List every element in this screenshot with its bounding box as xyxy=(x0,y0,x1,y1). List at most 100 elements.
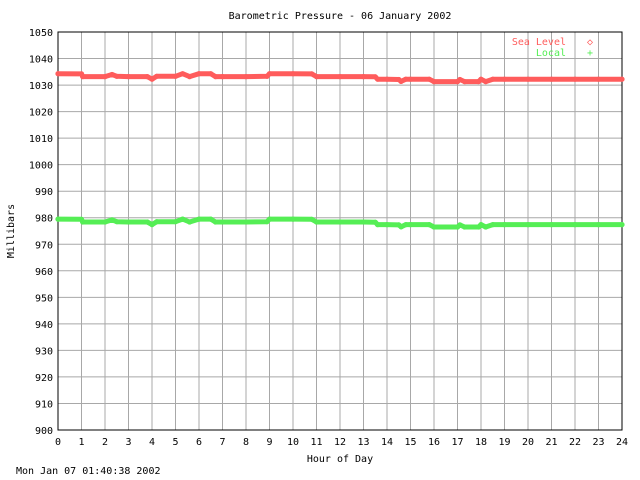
data-point xyxy=(462,224,468,230)
data-point xyxy=(172,219,179,225)
y-tick-label: 960 xyxy=(35,267,53,278)
x-tick-label: 24 xyxy=(616,437,628,448)
data-point xyxy=(595,222,602,228)
data-point xyxy=(149,76,155,82)
data-point xyxy=(102,219,108,225)
series-layer xyxy=(55,71,625,230)
data-point xyxy=(375,76,381,82)
y-tick-label: 1000 xyxy=(29,161,53,172)
plot-frame xyxy=(57,31,623,431)
y-tick-label: 910 xyxy=(35,399,53,410)
y-tick-label: 940 xyxy=(35,320,53,331)
x-tick-label: 6 xyxy=(196,437,202,448)
data-point xyxy=(375,222,381,228)
data-point xyxy=(109,217,115,223)
data-point xyxy=(125,74,132,80)
data-point xyxy=(196,216,202,222)
x-tick-label: 17 xyxy=(451,437,463,448)
data-point xyxy=(384,76,390,82)
data-point xyxy=(403,222,409,228)
data-point xyxy=(187,74,193,80)
chart-title: Barometric Pressure - 06 January 2002 xyxy=(229,11,452,22)
data-point xyxy=(212,74,219,80)
data-point xyxy=(457,76,463,83)
x-tick-label: 21 xyxy=(545,437,557,448)
legend-marker: + xyxy=(587,48,593,59)
data-point xyxy=(384,222,390,228)
data-point xyxy=(154,219,160,225)
x-tick-label: 7 xyxy=(219,437,225,448)
x-tick-label: 10 xyxy=(287,437,299,448)
y-tick-label: 970 xyxy=(35,240,53,251)
data-point xyxy=(212,219,219,225)
y-tick-label: 950 xyxy=(35,293,53,304)
data-point xyxy=(55,71,61,77)
data-point xyxy=(525,222,531,228)
data-point xyxy=(309,216,315,222)
legend-marker: ◇ xyxy=(587,37,593,48)
x-tick-label: 20 xyxy=(522,437,534,448)
data-point xyxy=(187,219,193,225)
data-point xyxy=(478,76,484,82)
data-point xyxy=(196,71,202,77)
data-point xyxy=(457,222,463,228)
y-tick-label: 990 xyxy=(35,187,53,198)
data-point xyxy=(360,74,367,80)
data-point xyxy=(290,216,296,222)
y-tick-label: 1050 xyxy=(29,28,53,39)
data-point xyxy=(208,216,214,222)
data-point xyxy=(619,222,625,228)
data-point xyxy=(490,222,496,228)
legend: Sea Level ◇ Local + xyxy=(512,37,593,59)
x-tick-label: 3 xyxy=(125,437,131,448)
data-point xyxy=(219,74,226,80)
data-point xyxy=(172,73,179,79)
legend-label: Sea Level xyxy=(512,37,566,48)
x-tick-label: 15 xyxy=(404,437,416,448)
data-point xyxy=(548,76,555,82)
x-tick-label: 18 xyxy=(475,437,487,448)
y-tick-label: 900 xyxy=(35,426,53,437)
x-tick-label: 16 xyxy=(428,437,440,448)
data-point xyxy=(180,71,186,77)
data-point xyxy=(407,222,414,228)
x-tick-label: 12 xyxy=(334,437,346,448)
x-tick-label: 14 xyxy=(381,437,393,448)
series-local xyxy=(55,216,625,230)
data-point xyxy=(431,79,437,85)
data-point xyxy=(501,76,508,82)
data-point xyxy=(431,224,437,230)
data-point xyxy=(80,219,86,225)
data-point xyxy=(144,219,150,225)
y-tick-label: 980 xyxy=(35,214,53,225)
data-point xyxy=(102,74,108,80)
legend-label: Local xyxy=(536,48,566,59)
x-tick-label: 8 xyxy=(243,437,249,448)
series-sea-level xyxy=(55,71,625,85)
x-tick-label: 23 xyxy=(592,437,604,448)
data-point xyxy=(180,216,186,222)
generated-timestamp: Mon Jan 07 01:40:38 2002 xyxy=(16,466,161,477)
data-point xyxy=(426,222,432,228)
data-point xyxy=(619,76,625,82)
data-point xyxy=(149,222,155,228)
data-point xyxy=(266,71,273,77)
x-tick-label: 11 xyxy=(310,437,322,448)
data-point xyxy=(572,76,578,82)
data-point xyxy=(595,76,602,82)
data-point xyxy=(114,73,120,79)
data-point xyxy=(219,219,226,225)
x-tick-label: 2 xyxy=(102,437,108,448)
data-point xyxy=(501,222,508,228)
x-tick-label: 9 xyxy=(266,437,272,448)
y-tick-label: 1010 xyxy=(29,134,53,145)
x-tick-label: 13 xyxy=(357,437,369,448)
data-point xyxy=(483,79,489,85)
x-tick-label: 1 xyxy=(78,437,84,448)
y-tick-label: 920 xyxy=(35,373,53,384)
data-point xyxy=(483,224,489,230)
y-tick-label: 930 xyxy=(35,346,53,357)
grid xyxy=(57,31,623,431)
data-point xyxy=(403,76,409,82)
data-point xyxy=(114,219,120,225)
